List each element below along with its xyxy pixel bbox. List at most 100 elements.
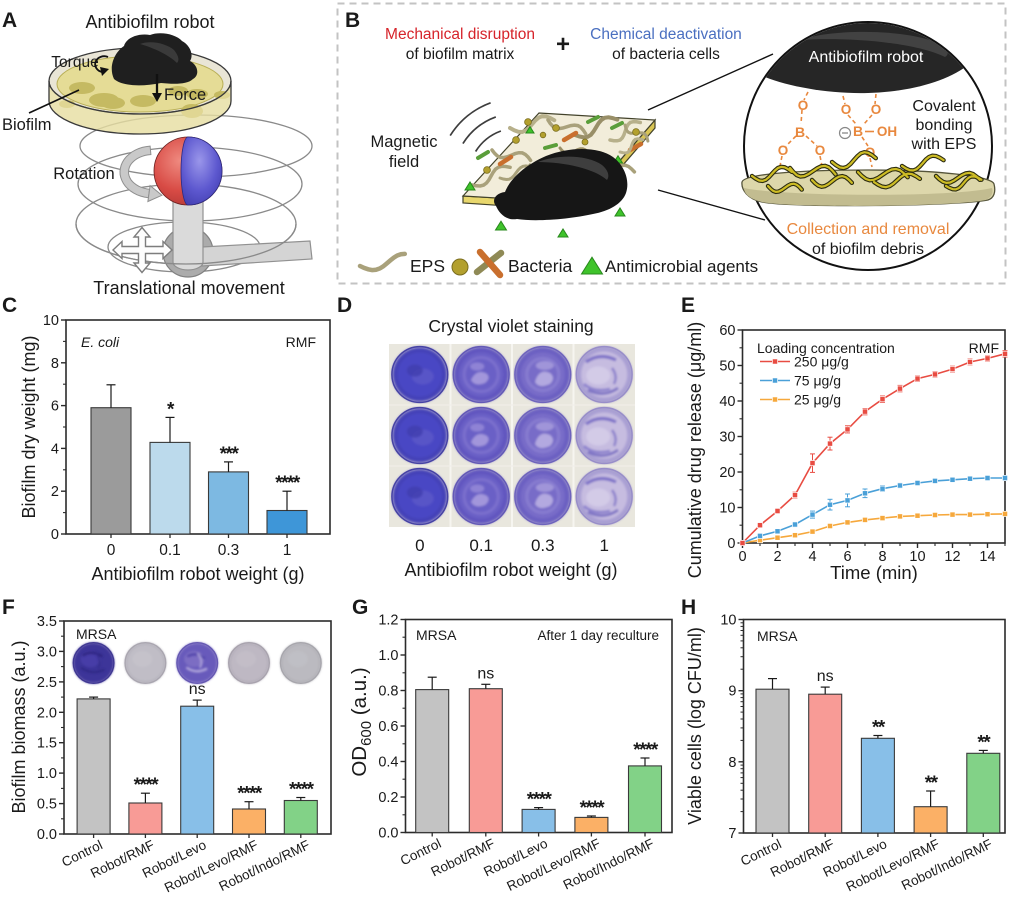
svg-text:Biofilm dry weight (mg): Biofilm dry weight (mg) [19, 335, 39, 518]
svg-text:**: ** [925, 773, 939, 794]
svg-text:RMF: RMF [286, 334, 316, 350]
svg-text:RMF: RMF [969, 340, 999, 356]
svg-text:7: 7 [728, 826, 736, 842]
svg-text:0.5: 0.5 [37, 797, 57, 813]
svg-text:EPS: EPS [410, 256, 445, 276]
svg-text:75 μg/g: 75 μg/g [794, 373, 841, 389]
svg-text:4: 4 [51, 441, 59, 457]
svg-text:10: 10 [43, 313, 59, 329]
svg-text:0.1: 0.1 [159, 542, 181, 559]
svg-text:O: O [815, 143, 826, 158]
svg-text:ns: ns [477, 665, 494, 682]
svg-text:ns: ns [817, 668, 834, 685]
svg-text:O: O [841, 102, 852, 117]
svg-text:Antibiofilm robot: Antibiofilm robot [85, 12, 214, 32]
svg-text:O: O [778, 143, 789, 158]
svg-text:Biofilm biomass (a.u.): Biofilm biomass (a.u.) [9, 640, 29, 813]
svg-text:Antibiofilm robot weight (g): Antibiofilm robot weight (g) [404, 560, 617, 580]
svg-text:Collection and removal: Collection and removal [787, 221, 950, 238]
svg-text:with EPS: with EPS [911, 136, 977, 153]
svg-text:0.3: 0.3 [531, 536, 555, 555]
svg-text:Chemical deactivation: Chemical deactivation [590, 26, 742, 43]
svg-text:4: 4 [808, 549, 816, 565]
svg-text:ns: ns [189, 681, 206, 698]
svg-text:10: 10 [909, 549, 925, 565]
svg-text:O: O [798, 98, 809, 113]
svg-text:0.1: 0.1 [469, 536, 493, 555]
svg-text:Crystal violet staining: Crystal violet staining [428, 316, 593, 336]
svg-text:**: ** [977, 732, 991, 753]
svg-text:2: 2 [773, 549, 781, 565]
svg-text:****: **** [527, 790, 553, 811]
svg-text:****: **** [134, 775, 160, 796]
svg-text:0.8: 0.8 [378, 684, 398, 700]
svg-text:50: 50 [719, 359, 735, 375]
svg-text:Loading concentration: Loading concentration [757, 340, 895, 356]
svg-text:B: B [345, 9, 360, 32]
svg-text:B: B [795, 124, 805, 140]
svg-text:Antibiofilm robot: Antibiofilm robot [809, 49, 924, 66]
svg-text:2.0: 2.0 [37, 705, 57, 721]
svg-text:25 μg/g: 25 μg/g [794, 392, 841, 408]
svg-text:6: 6 [51, 399, 59, 415]
svg-text:8: 8 [51, 356, 59, 372]
svg-text:C: C [2, 294, 17, 317]
svg-text:*: * [167, 399, 175, 420]
svg-text:Antimicrobial agents: Antimicrobial agents [605, 257, 758, 276]
svg-text:Bacteria: Bacteria [508, 256, 572, 276]
svg-text:MRSA: MRSA [416, 627, 457, 643]
svg-text:0.4: 0.4 [378, 755, 398, 771]
svg-text:****: **** [580, 798, 606, 819]
svg-text:0.6: 0.6 [378, 719, 398, 735]
svg-text:250 μg/g: 250 μg/g [794, 354, 849, 370]
svg-text:Viable cells (log CFU/ml): Viable cells (log CFU/ml) [685, 627, 705, 825]
svg-text:6: 6 [843, 549, 851, 565]
svg-text:0: 0 [107, 542, 116, 559]
svg-text:30: 30 [719, 430, 735, 446]
svg-text:20: 20 [719, 465, 735, 481]
svg-text:****: **** [289, 780, 315, 801]
svg-text:Torque: Torque [51, 54, 98, 71]
svg-text:field: field [389, 153, 419, 171]
svg-text:1.5: 1.5 [37, 736, 57, 752]
svg-text:F: F [2, 596, 15, 619]
svg-text:E. coli: E. coli [81, 334, 120, 350]
svg-text:H: H [681, 596, 696, 619]
svg-text:B: B [853, 123, 863, 139]
svg-text:2: 2 [51, 484, 59, 500]
svg-text:1.0: 1.0 [37, 766, 57, 782]
svg-text:OH: OH [877, 124, 897, 139]
svg-text:1: 1 [283, 542, 292, 559]
svg-text:12: 12 [944, 549, 960, 565]
svg-text:9: 9 [728, 684, 736, 700]
svg-text:Force: Force [164, 86, 206, 104]
svg-text:Translational movement: Translational movement [93, 278, 284, 298]
svg-text:40: 40 [719, 394, 735, 410]
svg-text:****: **** [237, 784, 263, 805]
svg-text:0: 0 [51, 527, 59, 543]
svg-text:***: *** [220, 444, 240, 465]
svg-text:0: 0 [415, 536, 424, 555]
svg-text:MRSA: MRSA [76, 626, 117, 642]
svg-text:2.5: 2.5 [37, 675, 57, 691]
svg-text:14: 14 [979, 549, 995, 565]
svg-text:3.5: 3.5 [37, 614, 57, 630]
svg-text:of biofilm matrix: of biofilm matrix [406, 46, 515, 63]
svg-text:****: **** [275, 473, 301, 494]
svg-text:1.0: 1.0 [378, 648, 398, 664]
svg-text:+: + [556, 31, 570, 58]
svg-text:8: 8 [728, 755, 736, 771]
svg-text:Covalent: Covalent [912, 98, 976, 115]
svg-text:MRSA: MRSA [757, 628, 798, 644]
svg-text:Time (min): Time (min) [830, 562, 918, 583]
svg-text:Magnetic: Magnetic [371, 133, 438, 151]
svg-text:E: E [681, 294, 695, 317]
svg-text:Cumulative drug release (μg/ml: Cumulative drug release (μg/ml) [685, 322, 705, 578]
svg-text:Rotation: Rotation [53, 165, 114, 183]
svg-text:of bacteria cells: of bacteria cells [612, 46, 720, 63]
svg-text:60: 60 [719, 323, 735, 339]
svg-text:0: 0 [727, 536, 735, 552]
svg-text:0.0: 0.0 [378, 826, 398, 842]
svg-text:D: D [337, 294, 352, 317]
svg-text:Antibiofilm robot weight (g): Antibiofilm robot weight (g) [91, 564, 304, 584]
